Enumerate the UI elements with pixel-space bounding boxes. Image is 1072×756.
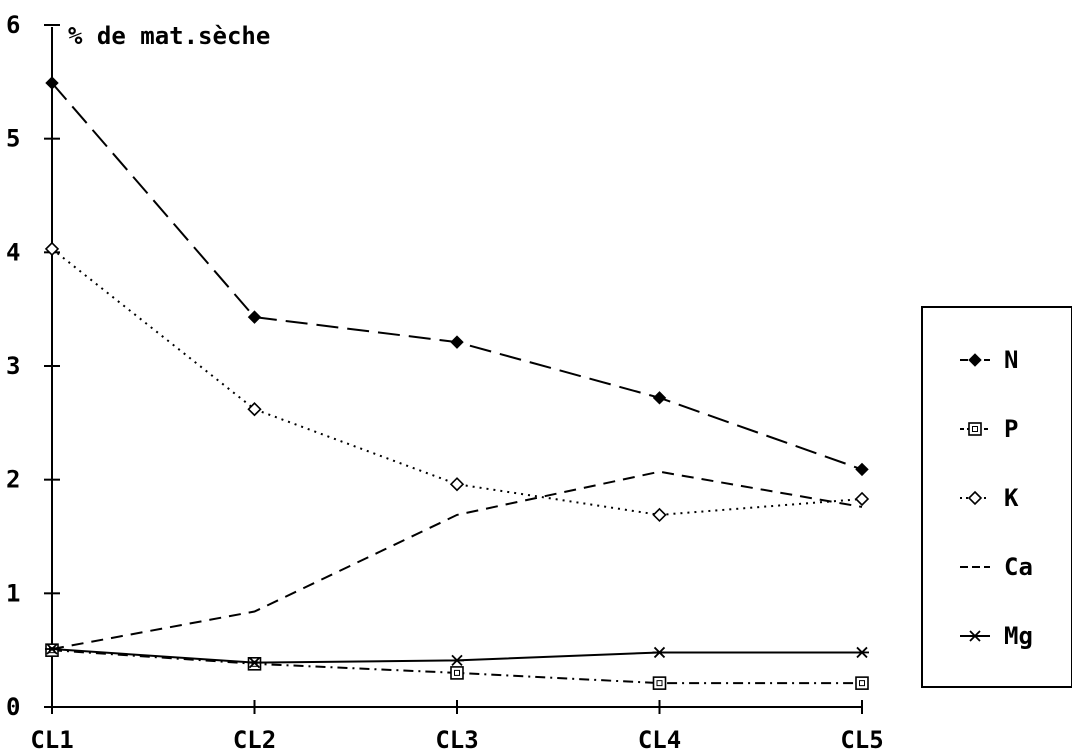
- data-point-box: [855, 676, 869, 690]
- y-tick-label: 0: [6, 693, 20, 721]
- data-point: [247, 657, 262, 669]
- series-layer: [44, 76, 870, 690]
- data-point: [855, 646, 869, 659]
- x-tick-label: CL3: [435, 726, 478, 754]
- data-point-inner: [859, 680, 865, 687]
- data-point: [45, 643, 59, 655]
- data-point: [652, 507, 667, 523]
- legend-item-K: K: [960, 484, 1019, 512]
- data-point: [45, 76, 59, 90]
- x-tick-label: CL2: [233, 726, 276, 754]
- legend-item-Mg: Mg: [960, 622, 1033, 650]
- data-point: [450, 335, 464, 349]
- data-point-stroke: [653, 646, 666, 659]
- series-line-Ca: [51, 470, 863, 651]
- series-N: [45, 76, 869, 477]
- data-point: [855, 462, 869, 477]
- data-point: [652, 646, 667, 659]
- data-point-stroke: [856, 646, 868, 659]
- legend-item-P: P: [960, 415, 1018, 443]
- series-line-K: [51, 248, 863, 516]
- y-tick-label: 3: [6, 352, 20, 380]
- legend-item-Ca: Ca: [960, 553, 1033, 581]
- data-point-inner: [656, 680, 663, 687]
- y-tick-label: 6: [6, 11, 20, 39]
- data-point: [450, 654, 464, 667]
- data-point-inner: [454, 669, 460, 676]
- data-point: [652, 676, 667, 690]
- data-point: [247, 310, 262, 324]
- x-tick-label: CL5: [840, 726, 883, 754]
- y-tick-label: 2: [6, 466, 20, 494]
- series-Mg: [45, 643, 869, 669]
- data-point-box: [652, 676, 667, 690]
- data-point: [652, 391, 667, 405]
- data-point: [967, 490, 983, 506]
- data-point-inner: [972, 426, 978, 432]
- legend-label: P: [1004, 415, 1018, 443]
- series-P: [45, 643, 869, 690]
- data-point-inner: [251, 660, 258, 667]
- series-K: [44, 241, 870, 523]
- x-tick-label: CL1: [30, 726, 73, 754]
- data-point: [449, 477, 465, 492]
- data-point: [44, 241, 60, 257]
- y-axis-title: % de mat.sèche: [68, 22, 270, 50]
- legend-label: Ca: [1004, 553, 1033, 581]
- data-point-box: [450, 666, 464, 680]
- data-point: [450, 666, 464, 680]
- data-point-stroke: [248, 657, 261, 669]
- data-point: [968, 353, 982, 367]
- data-point: [247, 402, 262, 417]
- data-point: [968, 422, 982, 436]
- data-point: [968, 630, 982, 642]
- data-point-stroke: [46, 643, 58, 655]
- data-point-stroke: [451, 654, 463, 667]
- y-tick-label: 4: [6, 238, 20, 266]
- data-point-stroke: [969, 630, 981, 642]
- legend-label: K: [1004, 484, 1019, 512]
- legend-item-N: N: [960, 346, 1018, 374]
- y-tick-label: 1: [6, 579, 20, 607]
- data-point-box: [968, 422, 982, 436]
- data-point: [854, 491, 870, 507]
- data-point: [855, 676, 869, 690]
- series-line-N: [51, 82, 863, 471]
- series-Ca: [51, 470, 863, 651]
- axes: 0 1 2 3 4 5 6 CL1 CL2 CL3 CL4 CL5 % de mat.sèche: [6, 11, 884, 754]
- legend-label: Mg: [1004, 622, 1033, 650]
- legend: N P K Ca Mg: [921, 306, 1072, 688]
- legend-label: N: [1004, 346, 1018, 374]
- legend-box: [921, 306, 1072, 688]
- x-tick-label: CL4: [638, 726, 681, 754]
- y-tick-label: 5: [6, 125, 20, 153]
